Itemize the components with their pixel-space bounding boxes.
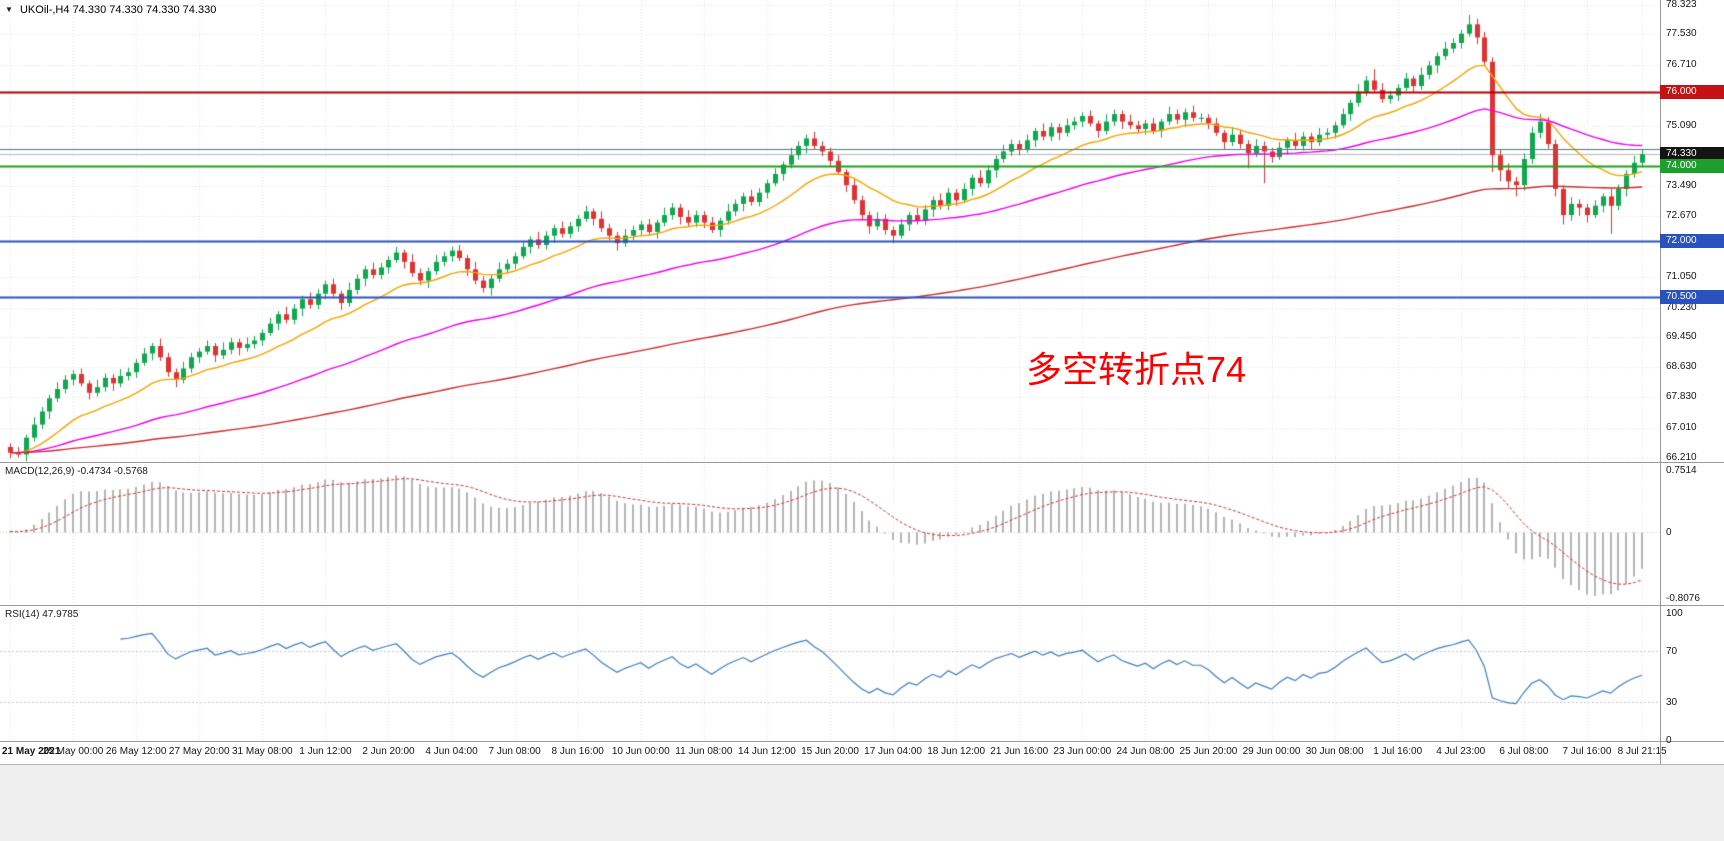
time-axis-label: 8 Jul 21:15 xyxy=(1617,746,1667,757)
time-axis-label: 7 Jun 08:00 xyxy=(488,746,541,757)
rsi-axis-label: 30 xyxy=(1666,697,1678,708)
macd-axis-label: 0 xyxy=(1666,526,1672,538)
time-axis-label: 6 Jul 08:00 xyxy=(1499,746,1549,757)
panel-separator-rsi-time[interactable] xyxy=(0,741,1724,742)
price-axis-label: 70.230 xyxy=(1666,301,1697,313)
rsi-axis-label: 70 xyxy=(1666,646,1678,658)
time-axis-label: 29 Jun 00:00 xyxy=(1242,746,1301,757)
price-axis-label: 78.323 xyxy=(1666,0,1697,10)
rsi-value: 47.9785 xyxy=(42,609,79,620)
time-axis-label: 14 Jun 12:00 xyxy=(738,746,796,757)
time-axis-label: 1 Jun 12:00 xyxy=(299,746,352,757)
price-badge: 70.500 xyxy=(1660,290,1724,305)
price-axis-label: 69.450 xyxy=(1666,330,1697,342)
rsi-indicator-chart[interactable] xyxy=(0,607,1660,740)
time-axis-label: 25 Jun 20:00 xyxy=(1179,746,1238,757)
rsi-axis-label: 0 xyxy=(1666,735,1672,746)
time-axis-label: 25 May 00:00 xyxy=(42,746,104,757)
macd-axis[interactable]: 0.7514 0 -0.8076 xyxy=(1661,464,1724,604)
time-axis-label: 24 Jun 08:00 xyxy=(1116,746,1175,757)
price-axis-label: 77.530 xyxy=(1666,28,1697,40)
main-price-chart[interactable] xyxy=(0,0,1660,462)
price-axis-label: 66.210 xyxy=(1666,451,1697,463)
price-badge: 74.330 xyxy=(1660,147,1724,162)
price-axis-label: 75.090 xyxy=(1666,119,1697,131)
price-axis-label: 76.710 xyxy=(1666,59,1697,71)
rsi-axis-label: 100 xyxy=(1666,608,1683,620)
rsi-axis[interactable]: 100 70 30 0 xyxy=(1661,607,1724,746)
panel-separator-main-macd[interactable] xyxy=(0,462,1724,463)
time-axis[interactable]: 21 May 2021 25 May 00:00 26 May 12:00 27 Ma… xyxy=(0,742,1667,764)
time-axis-label: 7 Jul 16:00 xyxy=(1562,746,1612,757)
axis-border xyxy=(1660,0,1661,764)
time-axis-label: 17 Jun 04:00 xyxy=(864,746,922,757)
time-axis-label: 18 Jun 12:00 xyxy=(927,746,986,757)
symbol-info: ▼ UKOil-,H4 74.330 74.330 74.330 74.330 xyxy=(5,4,216,16)
price-badge: 72.000 xyxy=(1660,234,1724,249)
price-axis-label: 72.670 xyxy=(1666,210,1697,222)
price-badge: 74.000 xyxy=(1660,159,1724,174)
time-axis-label: 26 May 12:00 xyxy=(105,746,167,757)
price-axis-label: 73.490 xyxy=(1666,179,1697,191)
macd-indicator-label: MACD(12,26,9) -0.4734 -0.5768 xyxy=(5,466,148,477)
window-background xyxy=(0,765,1724,841)
time-axis-label: 4 Jul 23:00 xyxy=(1436,746,1486,757)
chart-dropdown-icon[interactable]: ▼ xyxy=(5,5,13,14)
panel-separator-macd-rsi[interactable] xyxy=(0,605,1724,606)
time-axis-label: 21 May 2021 xyxy=(2,746,61,757)
time-axis-label: 10 Jun 00:00 xyxy=(611,746,670,757)
macd-axis-label: 0.7514 xyxy=(1666,464,1697,476)
macd-axis-label: -0.8076 xyxy=(1666,593,1700,605)
price-axis-label: 67.830 xyxy=(1666,391,1697,403)
rsi-indicator-label: RSI(14) 47.9785 xyxy=(5,609,79,620)
macd-values: -0.4734 -0.5768 xyxy=(77,466,148,477)
time-axis-label: 27 May 20:00 xyxy=(168,746,230,757)
price-axis-label: 67.010 xyxy=(1666,421,1697,433)
time-axis-label: 11 Jun 08:00 xyxy=(675,746,733,757)
time-axis-bottom-border xyxy=(0,764,1724,765)
time-axis-label: 1 Jul 16:00 xyxy=(1373,746,1423,757)
symbol-period-label: UKOil-,H4 xyxy=(19,4,70,16)
macd-indicator-chart[interactable] xyxy=(0,464,1660,604)
time-axis-label: 23 Jun 00:00 xyxy=(1053,746,1112,757)
price-axis-label: 68.630 xyxy=(1666,361,1697,373)
chart-annotation: 多空转折点74 xyxy=(1026,349,1247,390)
time-axis-label: 8 Jun 16:00 xyxy=(551,746,604,757)
price-badge: 76.000 xyxy=(1660,84,1724,99)
time-axis-label: 4 Jun 04:00 xyxy=(425,746,478,757)
price-axis-label: 71.050 xyxy=(1666,270,1697,282)
ohlc-quotes: 74.330 74.330 74.330 74.330 xyxy=(72,4,217,16)
price-axis[interactable]: 78.323 77.530 76.710 75.090 73.490 72.670 71.0… xyxy=(1660,0,1724,463)
time-axis-label: 15 Jun 20:00 xyxy=(801,746,859,757)
time-axis-label: 30 Jun 08:00 xyxy=(1305,746,1364,757)
time-axis-label: 21 Jun 16:00 xyxy=(990,746,1049,757)
time-axis-label: 31 May 08:00 xyxy=(231,746,293,757)
time-axis-label: 2 Jun 20:00 xyxy=(362,746,415,757)
